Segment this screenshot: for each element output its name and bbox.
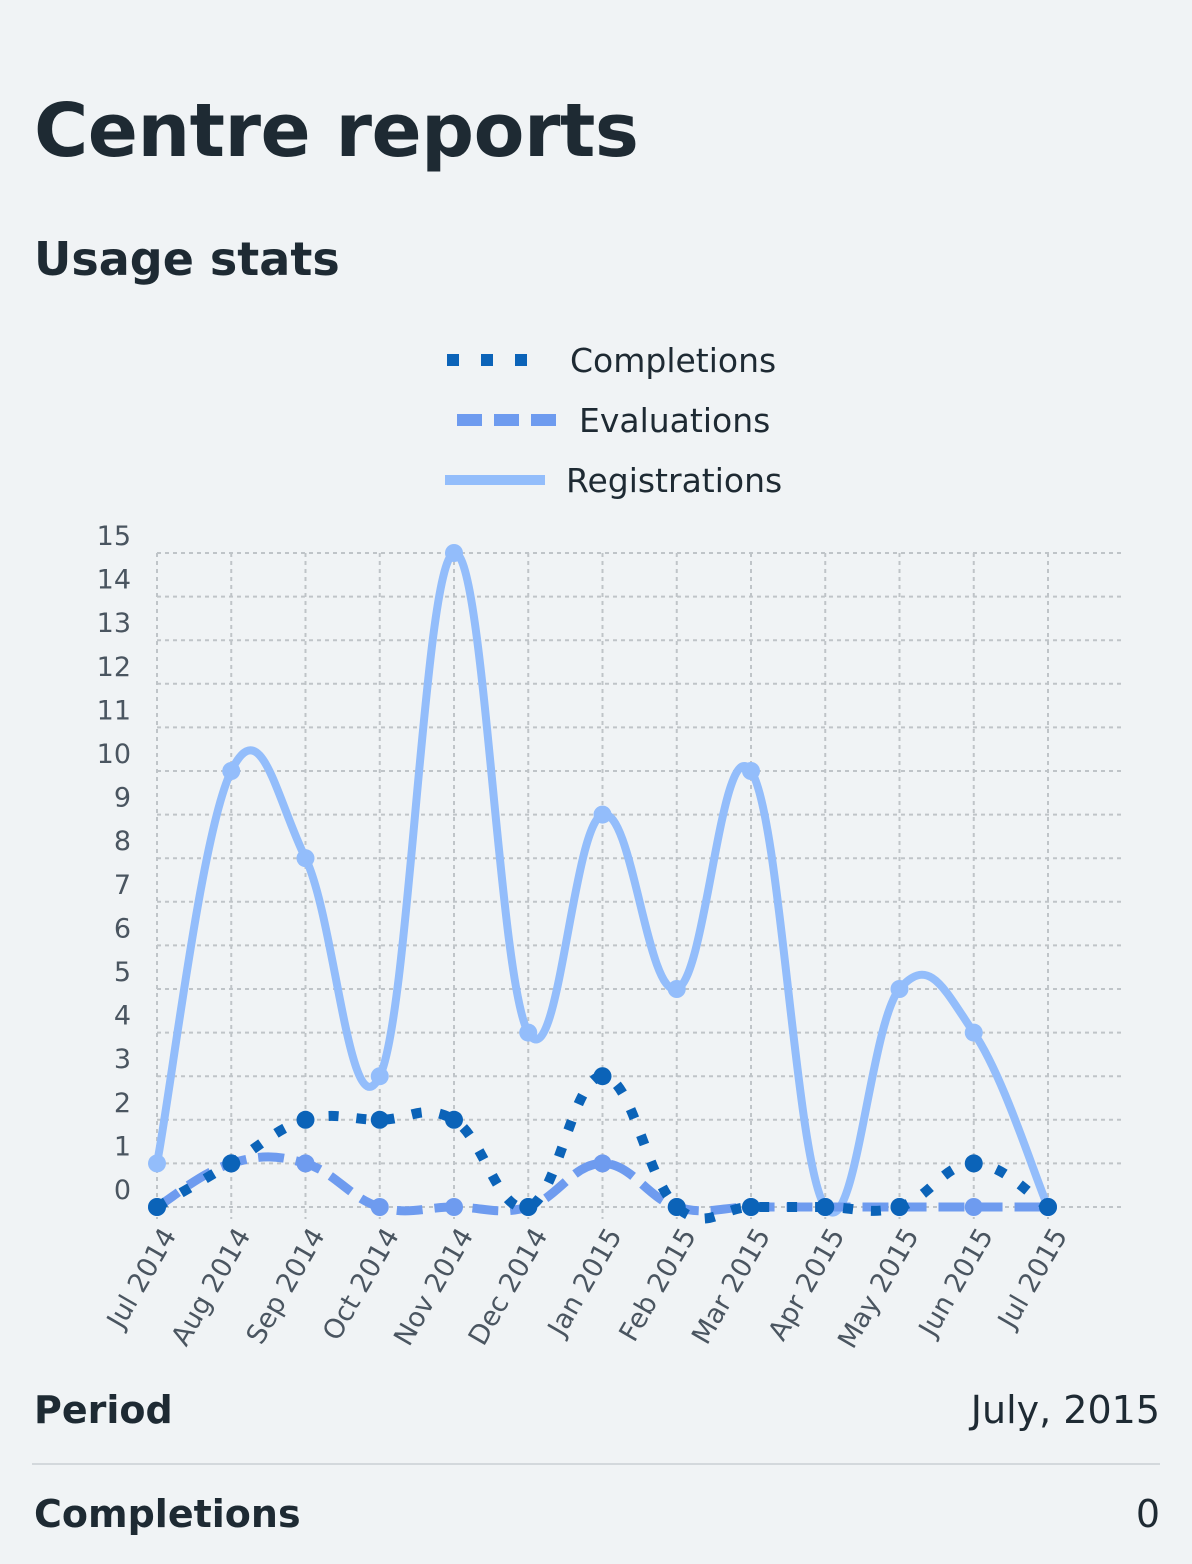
data-point-registrations (964, 1023, 983, 1042)
data-point-registrations (742, 762, 760, 780)
data-point-registrations (296, 849, 315, 868)
y-tick-label: 12 (97, 652, 131, 683)
data-point-completions (1039, 1198, 1057, 1216)
y-tick-label: 13 (97, 608, 131, 639)
legend-label-registrations: Registrations (566, 461, 782, 500)
y-tick-label: 15 (97, 521, 131, 552)
data-point-completions (964, 1154, 983, 1173)
y-tick-label: 6 (114, 913, 131, 944)
page-title: Centre reports (34, 88, 639, 174)
x-tick-label: Jun 2015 (912, 1223, 1000, 1344)
data-point-evaluations (445, 1198, 463, 1216)
data-point-completions (519, 1198, 538, 1216)
y-tick-label: 0 (114, 1175, 131, 1206)
data-point-completions (445, 1110, 463, 1129)
x-tick-label: Jan 2015 (541, 1223, 628, 1343)
period-label: Period (34, 1388, 173, 1432)
y-tick-label: 9 (114, 783, 131, 814)
data-point-registrations (445, 544, 463, 562)
data-point-completions (667, 1198, 686, 1216)
completions-label: Completions (34, 1492, 301, 1536)
y-tick-label: 1 (114, 1131, 131, 1162)
y-tick-label: 10 (97, 739, 131, 770)
y-tick-label: 3 (114, 1044, 131, 1075)
summary-divider (32, 1463, 1160, 1465)
section-title: Usage stats (34, 232, 340, 286)
y-tick-label: 2 (114, 1088, 131, 1119)
x-tick-label: Jul 2014 (100, 1223, 183, 1335)
data-point-completions (296, 1110, 315, 1129)
data-point-completions (816, 1198, 835, 1216)
y-tick-label: 7 (114, 870, 131, 901)
data-point-registrations (519, 1023, 538, 1042)
summary-row-period: Period July, 2015 (34, 1388, 1160, 1432)
data-point-evaluations (964, 1198, 983, 1216)
data-point-registrations (148, 1154, 166, 1173)
data-point-completions (593, 1067, 612, 1086)
y-tick-label: 5 (114, 957, 131, 988)
data-point-evaluations (370, 1198, 389, 1216)
data-point-registrations (890, 980, 909, 998)
completions-value: 0 (1135, 1492, 1160, 1536)
data-point-registrations (222, 762, 241, 780)
data-point-completions (370, 1110, 389, 1129)
y-tick-label: 4 (114, 1001, 131, 1032)
data-point-registrations (593, 805, 612, 824)
data-point-evaluations (593, 1154, 612, 1173)
y-tick-label: 11 (97, 695, 131, 726)
data-point-registrations (370, 1067, 389, 1086)
legend-label-evaluations: Evaluations (579, 401, 770, 440)
legend-label-completions: Completions (570, 341, 776, 380)
data-point-completions (890, 1198, 909, 1216)
y-tick-label: 14 (97, 565, 131, 596)
x-tick-label: Jul 2015 (991, 1223, 1074, 1335)
data-point-completions (148, 1198, 166, 1216)
data-point-completions (742, 1198, 760, 1216)
data-point-evaluations (296, 1154, 315, 1173)
summary-row-completions: Completions 0 (34, 1492, 1160, 1536)
period-value: July, 2015 (970, 1388, 1160, 1432)
data-point-registrations (667, 980, 686, 998)
y-tick-label: 8 (114, 826, 131, 857)
data-point-completions (222, 1154, 241, 1173)
